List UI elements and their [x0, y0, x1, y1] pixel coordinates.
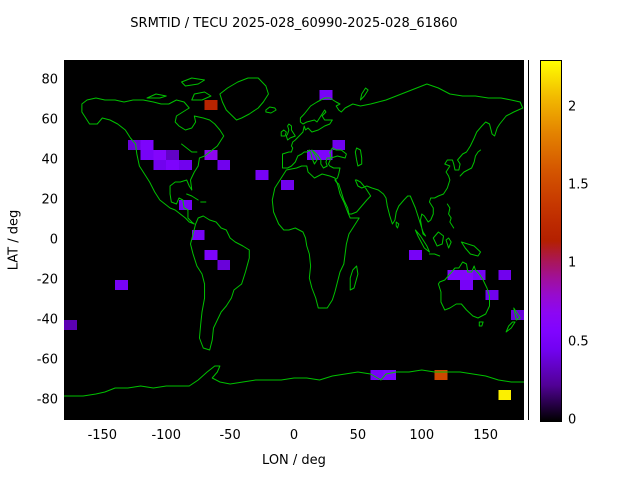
coastline-ireland: [281, 130, 286, 136]
coastline-borneo: [433, 232, 443, 246]
coastline-tasmania: [479, 322, 483, 326]
coastline-philippines: [447, 204, 453, 228]
heatmap-cell: [127, 140, 141, 150]
x-tick-label: -100: [151, 428, 181, 443]
heatmap-cell: [319, 150, 333, 160]
colorbar-tick-label: 0: [568, 412, 577, 428]
heatmap-cell: [498, 390, 512, 400]
plot-right-frame-line: [528, 60, 529, 420]
world-map-svg: [64, 60, 524, 400]
coastline-iceland: [266, 107, 276, 113]
heatmap-cell: [460, 280, 473, 290]
heatmap-cell: [140, 140, 154, 150]
heatmap-cell: [64, 320, 77, 330]
heatmap-cell: [217, 160, 231, 170]
colorbar-tick-label: 0.5: [568, 334, 589, 350]
y-tick-label: -20: [36, 272, 58, 288]
x-tick-label: 0: [289, 428, 299, 443]
colorbar: [540, 60, 562, 422]
plot-title: SRMTID / TECU 2025-028_60990-2025-028_61…: [130, 16, 458, 31]
y-tick-label: 60: [41, 112, 58, 128]
x-axis-label: LON / deg: [262, 453, 326, 468]
coastline-north-america: [82, 98, 224, 224]
coastline-java: [429, 254, 439, 256]
heatmap-cell: [498, 270, 512, 280]
heatmap-cell: [460, 270, 473, 280]
coastline-black-sea: [330, 148, 347, 158]
y-tick-label: -80: [36, 392, 58, 408]
coastline-africa: [272, 166, 359, 308]
coastline-sumatra: [415, 230, 429, 252]
y-tick-label: 20: [41, 192, 58, 208]
x-tick-label: 100: [409, 428, 435, 443]
colorbar-tick-label: 2: [568, 99, 577, 115]
y-tick-label: -60: [36, 352, 58, 368]
heatmap-cell: [204, 250, 218, 260]
colorbar-tick-label: 1.5: [568, 177, 589, 193]
heatmap-cell: [179, 200, 192, 210]
coastline-madagascar: [350, 266, 358, 290]
coastline-victoria-island: [147, 94, 166, 98]
heatmap-cell: [370, 370, 384, 380]
coastline-greenland: [220, 78, 269, 120]
coastline-japan: [460, 150, 480, 176]
y-tick-label: 0: [49, 232, 58, 248]
heatmap-cell: [511, 310, 524, 320]
heatmap-cell: [153, 150, 167, 160]
coastline-australia: [438, 262, 489, 318]
x-tick-label: 50: [349, 428, 367, 443]
heatmap-cell: [115, 280, 128, 290]
heatmap-cell: [255, 170, 269, 180]
heatmap-cell: [204, 150, 218, 160]
heatmap-cell: [166, 160, 179, 170]
heatmap-cell: [140, 150, 154, 160]
coastline-baffin-island: [192, 92, 211, 100]
x-tick-label: 150: [473, 428, 499, 443]
heatmap-cell: [166, 150, 179, 160]
coastline-novaya-zemlya: [360, 88, 368, 100]
heatmap-cell: [434, 370, 448, 380]
heatmap-cell: [153, 160, 167, 170]
coastline-south-america: [191, 216, 250, 350]
coastline-ellesmere-island: [182, 78, 205, 86]
heatmap-cell: [472, 270, 486, 280]
x-tick-label: -150: [87, 428, 118, 443]
coastline-new-zealand-south: [506, 322, 515, 332]
coastlines: [64, 78, 524, 396]
coastline-sri-lanka: [396, 222, 399, 228]
y-tick-label: -40: [36, 312, 58, 328]
y-tick-label: 40: [41, 152, 58, 168]
x-tick-label: -50: [219, 428, 241, 443]
coastline-new-zealand-north: [514, 308, 520, 320]
colorbar-tick-label: 1: [568, 255, 577, 271]
heatmap-cell: [447, 270, 461, 280]
coastline-antarctica: [64, 366, 524, 396]
map-plot-area: [64, 60, 524, 420]
coastline-great-lakes: [182, 144, 197, 152]
heatmap-cells: [64, 90, 524, 400]
heatmap-cell: [383, 370, 397, 380]
coastline-new-guinea: [461, 242, 480, 256]
heatmap-cell: [306, 150, 320, 160]
coastline-uk: [286, 124, 295, 140]
heatmap-cell: [332, 140, 346, 150]
coastline-eurasia: [283, 84, 523, 236]
heatmap-cell: [485, 290, 499, 300]
coastline-cuba: [187, 194, 199, 200]
heatmap-cell: [179, 160, 192, 170]
heatmap-cell: [191, 230, 205, 240]
heatmap-cell: [409, 250, 422, 260]
heatmap-cell: [281, 180, 294, 190]
heatmap-cell: [319, 90, 333, 100]
y-tick-label: 80: [41, 72, 58, 88]
heatmap-cell: [204, 100, 218, 110]
coastline-caspian-sea: [355, 148, 361, 166]
heatmap-cell: [217, 260, 231, 270]
coastline-sulawesi: [446, 238, 451, 248]
